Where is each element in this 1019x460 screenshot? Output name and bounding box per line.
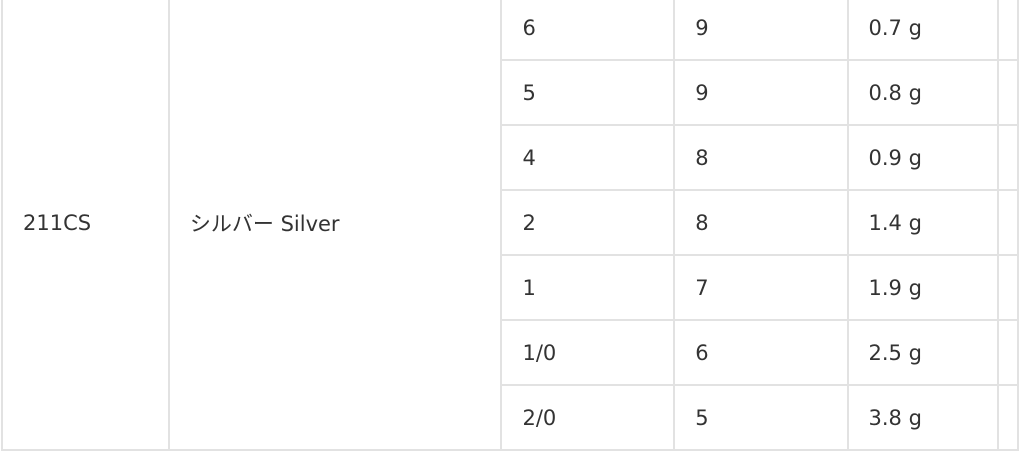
- size-cell: 1/0: [500, 319, 676, 386]
- table-row: 2/0 5 3.8 g: [2, 384, 1019, 451]
- quantity-cell: 7: [673, 254, 849, 321]
- size-cell: 1: [500, 254, 676, 321]
- weight-cell: 0.7 g: [846, 0, 1000, 61]
- quantity-cell: 8: [673, 189, 849, 256]
- table-row: 5 9 0.8 g: [2, 59, 1019, 126]
- quantity-cell: 9: [673, 0, 849, 61]
- truncated-cell: [997, 319, 1019, 386]
- model-cell: 211CS: [1, 0, 170, 451]
- weight-cell: 0.9 g: [846, 124, 1000, 191]
- weight-cell: 1.4 g: [846, 189, 1000, 256]
- truncated-cell: [997, 254, 1019, 321]
- table-row: 211CS シルバー Silver 6 9 0.7 g: [1, 0, 1019, 451]
- truncated-cell: [997, 59, 1019, 126]
- quantity-cell: 9: [673, 59, 849, 126]
- quantity-cell: 6: [673, 319, 849, 386]
- truncated-cell: [997, 189, 1019, 256]
- weight-cell: 0.8 g: [846, 59, 1000, 126]
- truncated-cell: [997, 0, 1019, 61]
- size-cell: 2: [500, 189, 676, 256]
- truncated-cell: [997, 124, 1019, 191]
- quantity-cell: 5: [673, 384, 849, 451]
- table-row: 1/0 6 2.5 g: [2, 319, 1019, 386]
- weight-cell: 2.5 g: [846, 319, 1000, 386]
- size-cell: 6: [500, 0, 676, 61]
- truncated-cell: [997, 384, 1019, 451]
- size-cell: 2/0: [500, 384, 676, 451]
- table-row: 4 8 0.9 g: [2, 124, 1019, 191]
- weight-cell: 3.8 g: [846, 384, 1000, 451]
- table-row: 2 8 1.4 g: [2, 189, 1019, 256]
- weight-cell: 1.9 g: [846, 254, 1000, 321]
- table-row: 1 7 1.9 g: [2, 254, 1019, 321]
- quantity-cell: 8: [673, 124, 849, 191]
- size-cell: 4: [500, 124, 676, 191]
- color-cell: シルバー Silver: [167, 0, 503, 451]
- size-cell: 5: [500, 59, 676, 126]
